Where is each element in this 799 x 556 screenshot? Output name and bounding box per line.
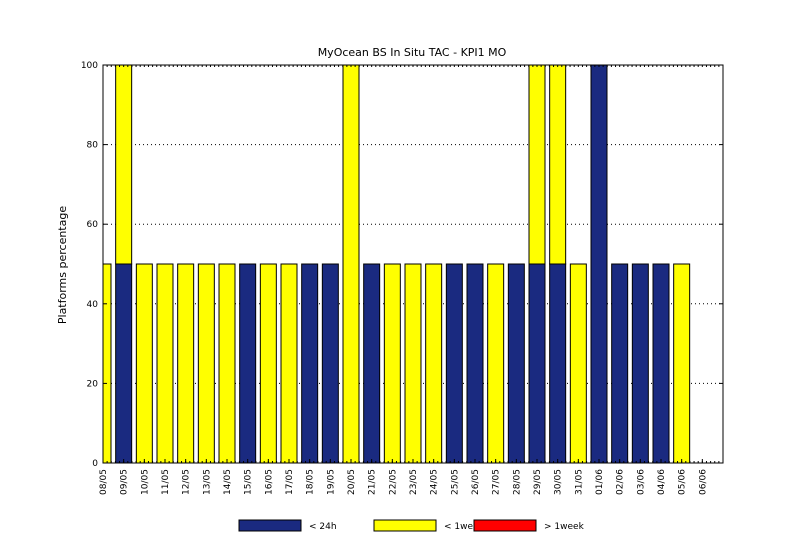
x-tick-label: 14/05: [223, 469, 233, 495]
bar-segment: [363, 263, 381, 464]
x-tick-label: 02/06: [616, 469, 626, 495]
x-tick-label: 11/05: [161, 469, 171, 495]
bar-segment: [280, 263, 298, 464]
bar-segment: [102, 263, 112, 464]
x-tick-label: 26/05: [471, 469, 481, 495]
bar-segment: [445, 263, 463, 464]
x-tick-label: 22/05: [388, 469, 398, 495]
x-tick-label: 28/05: [512, 469, 522, 495]
y-axis-label: Platforms percentage: [56, 206, 69, 324]
bar-segment: [631, 263, 649, 464]
bar-segment: [301, 263, 319, 464]
x-tick-label: 13/05: [202, 469, 212, 495]
y-tick-label: 20: [87, 379, 99, 389]
bar-segment: [569, 263, 587, 464]
x-tick-label: 06/06: [698, 469, 708, 495]
bar-segment: [383, 263, 401, 464]
x-tick-label: 25/05: [450, 469, 460, 495]
bar-segment: [135, 263, 153, 464]
y-tick-label: 0: [92, 459, 98, 469]
x-axis-ticks: 08/05 09/05 10/05 11/05 12/05 13/05 14/05 15/05…: [99, 65, 724, 495]
x-tick-label: 20/05: [347, 469, 357, 495]
bar-segment: [197, 263, 215, 464]
x-tick-label: 03/06: [636, 469, 646, 495]
bar-segment: [528, 64, 546, 265]
x-tick-label: 04/06: [657, 469, 667, 495]
bar-segment: [425, 263, 443, 464]
y-tick-label: 40: [87, 300, 99, 310]
legend-label: > 1week: [544, 522, 585, 532]
bar-segment: [259, 263, 277, 464]
y-axis-ticks: 0 20 40 60 80 100: [81, 61, 723, 469]
x-tick-label: 10/05: [140, 469, 150, 495]
bar-segment: [218, 263, 236, 464]
bar-segment: [239, 263, 257, 464]
bar-segment: [404, 263, 422, 464]
legend-item: < 1week: [373, 519, 485, 532]
legend-swatch: [238, 519, 302, 532]
x-tick-label: 31/05: [574, 469, 584, 495]
x-tick-label: 21/05: [368, 469, 378, 495]
bar-segment: [673, 263, 691, 464]
bar-segment: [156, 263, 174, 464]
bar-segment: [177, 263, 195, 464]
chart-title: MyOcean BS In Situ TAC - KPI1 MO: [318, 46, 507, 59]
x-tick-label: 19/05: [326, 469, 336, 495]
bar-segment: [590, 64, 608, 464]
x-tick-label: 08/05: [99, 469, 109, 495]
bar-segment: [342, 64, 360, 464]
legend-swatch: [473, 519, 537, 532]
x-tick-label: 29/05: [533, 469, 543, 495]
x-tick-label: 18/05: [306, 469, 316, 495]
bars: [102, 64, 691, 464]
bar-segment: [487, 263, 505, 464]
x-tick-label: 09/05: [120, 469, 130, 495]
legend-label: < 1week: [444, 522, 485, 532]
bar-segment: [321, 263, 339, 464]
bar-segment: [549, 64, 567, 265]
x-tick-label: 17/05: [285, 469, 295, 495]
bar-segment: [528, 263, 546, 464]
legend-swatch: [373, 519, 437, 532]
x-tick-label: 01/06: [595, 469, 605, 495]
bar-segment: [115, 64, 133, 265]
x-tick-label: 05/06: [678, 469, 688, 495]
x-tick-label: 23/05: [409, 469, 419, 495]
y-tick-label: 80: [87, 141, 99, 151]
y-tick-label: 60: [87, 220, 99, 230]
bar-segment: [466, 263, 484, 464]
bar-segment: [507, 263, 525, 464]
y-tick-label: 100: [81, 61, 98, 71]
bar-segment: [549, 263, 567, 464]
legend-label: < 24h: [309, 522, 337, 532]
bar-segment: [652, 263, 670, 464]
bar-segment: [611, 263, 629, 464]
legend-item: < 24h: [238, 519, 337, 532]
legend-item: > 1week: [473, 519, 585, 532]
x-tick-label: 30/05: [554, 469, 564, 495]
x-tick-label: 16/05: [264, 469, 274, 495]
x-tick-label: 15/05: [244, 469, 254, 495]
x-tick-label: 12/05: [182, 469, 192, 495]
legend: < 24h < 1week > 1week: [238, 519, 585, 532]
bar-segment: [115, 263, 133, 464]
x-tick-label: 27/05: [492, 469, 502, 495]
x-tick-label: 24/05: [430, 469, 440, 495]
